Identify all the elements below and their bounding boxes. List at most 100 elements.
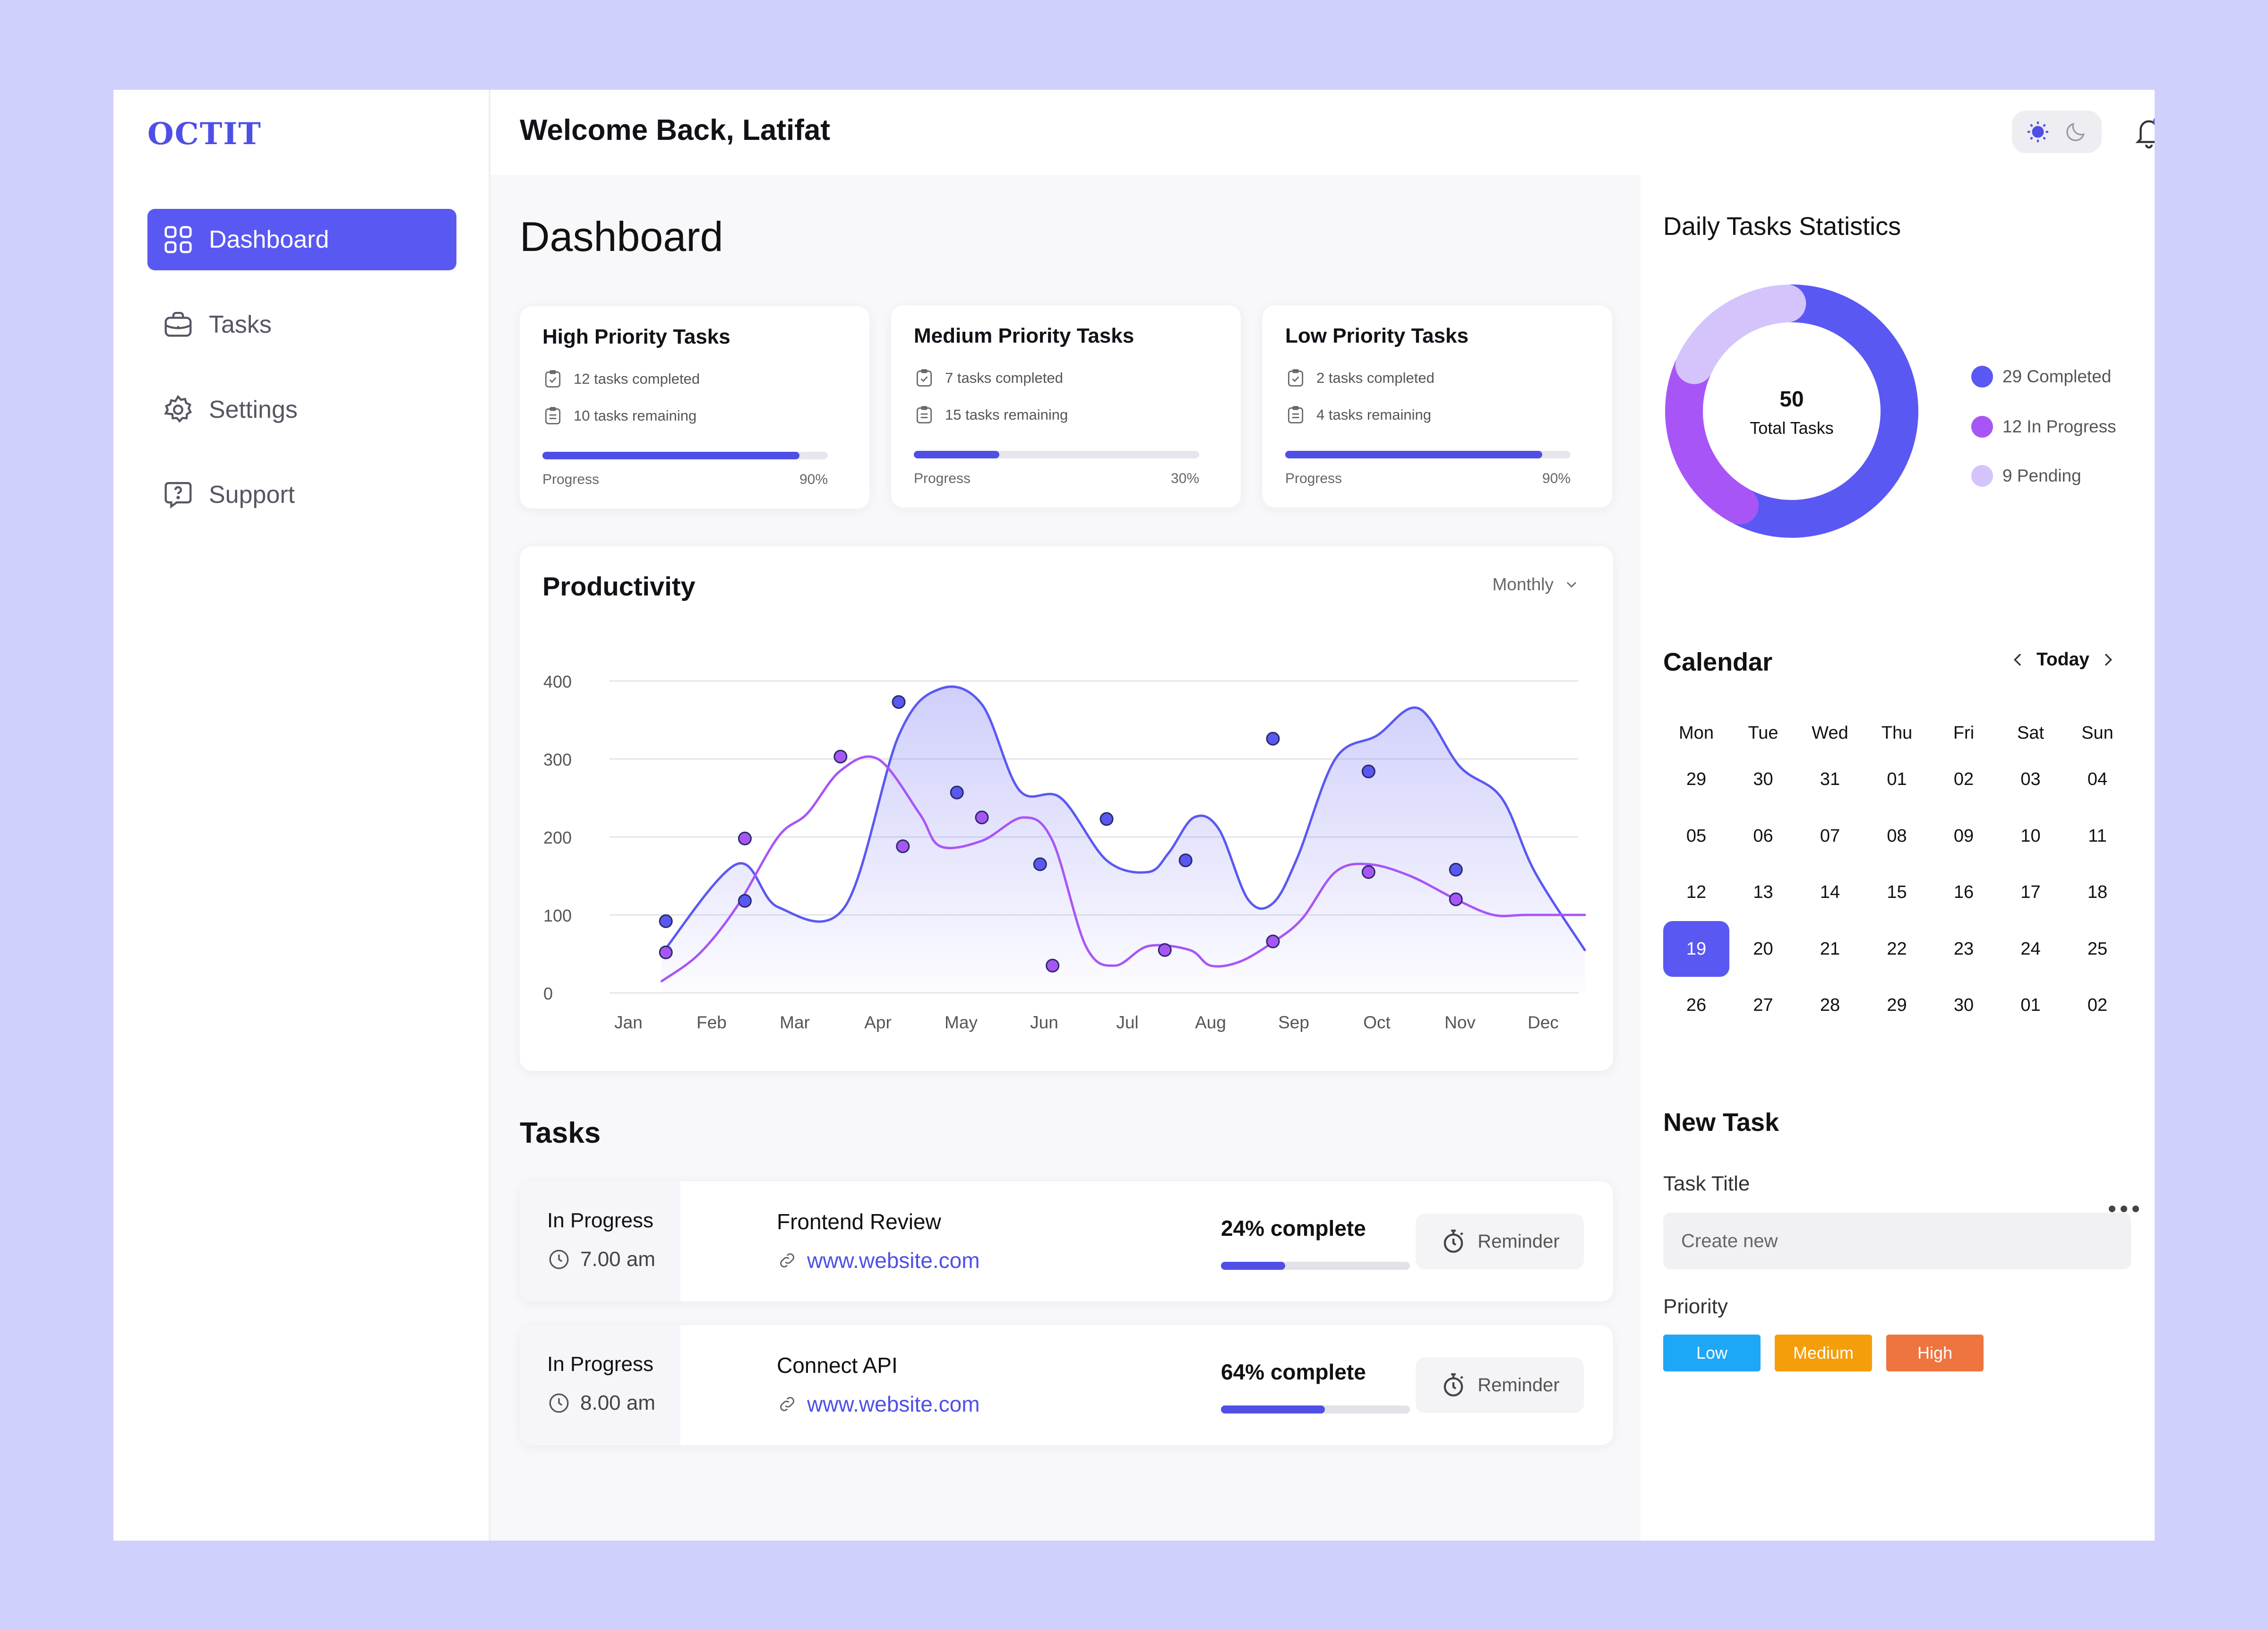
calendar-day[interactable]: 10 [2020, 826, 2041, 846]
sun-icon[interactable] [2026, 120, 2050, 144]
reminder-button[interactable]: Reminder [1416, 1357, 1584, 1413]
data-point[interactable] [1266, 934, 1280, 948]
calendar-day-selected[interactable]: 19 [1663, 921, 1729, 977]
priority-card-high[interactable]: High Priority Tasks 12 tasks completed 1… [520, 306, 869, 509]
today-button[interactable]: Today [2036, 649, 2089, 670]
calendar-day[interactable]: 21 [1820, 939, 1840, 959]
calendar-day[interactable]: 02 [1953, 769, 1974, 789]
more-options-icon[interactable] [2107, 1204, 2140, 1214]
calendar-day[interactable]: 14 [1820, 882, 1840, 902]
calendar-day[interactable]: 12 [1686, 882, 1707, 902]
calendar-day[interactable]: 30 [1753, 769, 1773, 789]
data-point[interactable] [659, 914, 673, 928]
calendar-day[interactable]: 16 [1953, 882, 1974, 902]
data-point[interactable] [892, 695, 906, 709]
period-dropdown[interactable]: Monthly [1492, 575, 1580, 595]
progress-fill [914, 451, 1000, 458]
calendar-day[interactable]: 20 [1753, 939, 1773, 959]
task-progress-fill [1221, 1262, 1285, 1270]
calendar-day[interactable]: 02 [2087, 995, 2108, 1015]
calendar-day-header: Sun [2081, 723, 2113, 743]
moon-icon[interactable] [2064, 120, 2088, 144]
priority-card-low[interactable]: Low Priority Tasks 2 tasks completed 4 t… [1263, 305, 1612, 508]
task-row[interactable]: In Progress 7.00 am Frontend Review www.… [520, 1181, 1613, 1301]
progress-label: Progress [542, 472, 600, 487]
calendar-day[interactable]: 06 [1753, 826, 1773, 846]
data-point[interactable] [950, 785, 964, 800]
task-link[interactable]: www.website.com [777, 1248, 980, 1273]
calendar-day[interactable]: 15 [1887, 882, 1907, 902]
calendar-day[interactable]: 03 [2020, 769, 2041, 789]
task-title-input[interactable]: Create new [1663, 1213, 2131, 1269]
priority-low-button[interactable]: Low [1663, 1335, 1761, 1371]
data-point[interactable] [1266, 732, 1280, 746]
calendar-day[interactable]: 07 [1820, 826, 1840, 846]
priority-medium-button[interactable]: Medium [1775, 1335, 1872, 1371]
priority-high-button[interactable]: High [1886, 1335, 1984, 1371]
calendar-day[interactable]: 31 [1820, 769, 1840, 789]
calendar-day[interactable]: 17 [2020, 882, 2041, 902]
data-point[interactable] [1178, 853, 1193, 867]
bell-icon[interactable] [2132, 113, 2155, 151]
donut-segment[interactable] [1665, 284, 1918, 538]
calendar-day[interactable]: 08 [1887, 826, 1907, 846]
calendar-day[interactable]: 04 [2087, 769, 2108, 789]
clipboard-list-icon [916, 406, 932, 423]
sidebar-item-support[interactable]: Support [147, 464, 456, 526]
calendar-day[interactable]: 23 [1953, 939, 1974, 959]
data-point[interactable] [833, 750, 848, 764]
calendar-day[interactable]: 29 [1887, 995, 1907, 1015]
reminder-button[interactable]: Reminder [1416, 1214, 1584, 1269]
calendar-day[interactable]: 22 [1887, 939, 1907, 959]
progress-label: Progress [1285, 471, 1342, 486]
data-point[interactable] [1158, 943, 1172, 957]
calendar-day[interactable]: 05 [1686, 826, 1707, 846]
data-point[interactable] [738, 894, 752, 908]
data-point[interactable] [738, 831, 752, 845]
progress-value: 90% [799, 472, 828, 487]
calendar-day[interactable]: 28 [1820, 995, 1840, 1015]
calendar-day[interactable]: 30 [1953, 995, 1974, 1015]
calendar-day[interactable]: 09 [1953, 826, 1974, 846]
calendar-day[interactable]: 27 [1753, 995, 1773, 1015]
task-link-text[interactable]: www.website.com [807, 1392, 980, 1416]
calendar-day[interactable]: 18 [2087, 882, 2108, 902]
donut-segment[interactable] [1665, 284, 1918, 538]
sidebar-item-dashboard[interactable]: Dashboard [147, 209, 456, 270]
sidebar-item-settings[interactable]: Settings [147, 379, 456, 440]
data-point[interactable] [896, 839, 910, 853]
task-row[interactable]: In Progress 8.00 am Connect API www.webs… [520, 1325, 1613, 1445]
app-logo[interactable]: OCTIT [147, 116, 262, 152]
data-point[interactable] [1100, 812, 1114, 826]
data-point[interactable] [659, 945, 673, 959]
progress-fill [542, 452, 799, 459]
chevron-left-icon[interactable] [2011, 650, 2025, 669]
data-point[interactable] [975, 810, 989, 825]
task-link-text[interactable]: www.website.com [807, 1248, 980, 1273]
calendar-day[interactable]: 25 [2087, 939, 2108, 959]
calendar-day[interactable]: 01 [2020, 995, 2041, 1015]
calendar-day-header: Wed [1812, 723, 1848, 743]
data-point[interactable] [1361, 764, 1375, 778]
calendar-day[interactable]: 26 [1686, 995, 1707, 1015]
calendar-day[interactable]: 11 [2088, 826, 2107, 846]
task-link[interactable]: www.website.com [777, 1391, 980, 1417]
chevron-right-icon[interactable] [2101, 650, 2115, 669]
calendar-day[interactable]: 24 [2020, 939, 2041, 959]
calendar-day[interactable]: 01 [1887, 769, 1907, 789]
priority-card-medium[interactable]: Medium Priority Tasks 7 tasks completed … [891, 305, 1241, 508]
data-point[interactable] [1046, 958, 1060, 973]
productivity-title: Productivity [542, 571, 696, 601]
sidebar-item-label: Settings [209, 396, 298, 423]
sidebar-item-tasks[interactable]: Tasks [147, 294, 456, 355]
calendar-day[interactable]: 13 [1753, 882, 1773, 902]
data-point[interactable] [1449, 892, 1463, 906]
data-point[interactable] [1361, 865, 1375, 879]
task-status-panel [520, 1325, 680, 1445]
theme-toggle[interactable] [2012, 111, 2102, 153]
calendar-day[interactable]: 29 [1686, 769, 1707, 789]
data-point[interactable] [1449, 862, 1463, 877]
data-point[interactable] [1033, 857, 1047, 871]
donut-total-label: Total Tasks [1750, 418, 1833, 438]
card-title: Medium Priority Tasks [914, 324, 1134, 347]
